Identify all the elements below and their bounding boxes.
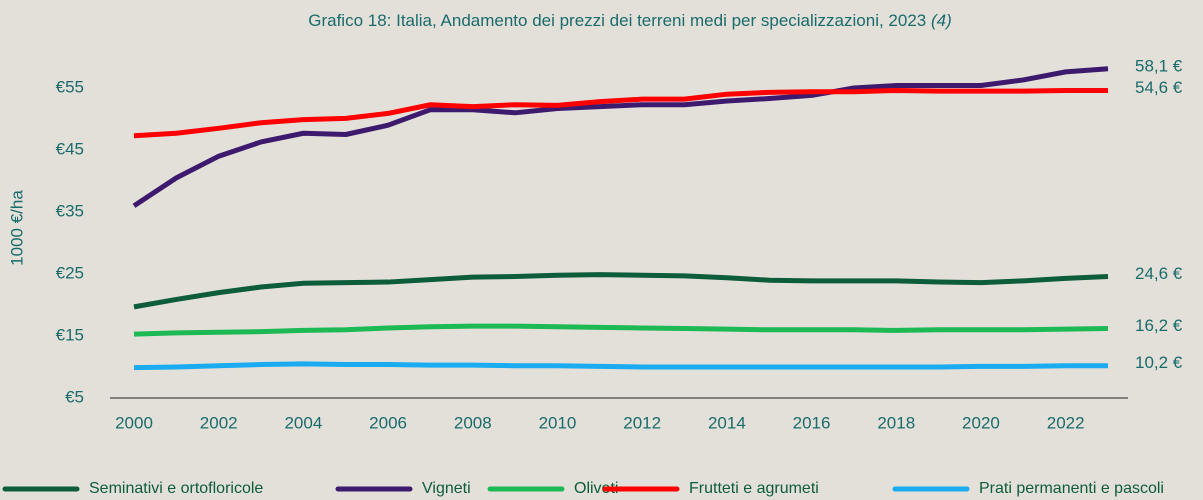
y-tick-label: €15 — [56, 325, 84, 344]
y-tick-label: €25 — [56, 263, 84, 282]
x-tick-label: 2006 — [369, 413, 407, 432]
legend-text: Frutteti e agrumeti — [689, 480, 819, 497]
series-line — [133, 272, 1109, 310]
end-label: 58,1 € — [1135, 56, 1183, 75]
end-label: 24,6 € — [1135, 264, 1183, 283]
x-tick-label: 2016 — [793, 413, 831, 432]
x-tick-label: 2004 — [284, 413, 322, 432]
end-label: 54,6 € — [1135, 78, 1183, 97]
title-main: Grafico 18: Italia, Andamento dei prezzi… — [308, 11, 926, 30]
x-tick-label: 2012 — [623, 413, 661, 432]
series-line — [133, 361, 1108, 371]
end-label: 10,2 € — [1135, 353, 1183, 372]
x-tick-label: 2022 — [1047, 413, 1085, 432]
y-tick-label: €55 — [56, 77, 84, 96]
legend-text: Vigneti — [422, 480, 471, 497]
series-line — [133, 323, 1109, 337]
series-line — [133, 87, 1108, 139]
end-label: 16,2 € — [1135, 316, 1183, 335]
chart-title: Grafico 18: Italia, Andamento dei prezzi… — [308, 11, 952, 30]
y-axis-title: 1000 €/ha — [7, 190, 26, 266]
x-tick-label: 2010 — [539, 413, 577, 432]
series-line — [132, 66, 1109, 208]
legend-text: Prati permanenti e pascoli — [979, 480, 1164, 497]
x-tick-label: 2008 — [454, 413, 492, 432]
x-tick-label: 2018 — [877, 413, 915, 432]
x-tick-label: 2000 — [115, 413, 153, 432]
y-tick-label: €5 — [65, 387, 84, 406]
title-note: (4) — [931, 11, 952, 30]
x-tick-label: 2020 — [962, 413, 1000, 432]
y-tick-label: €35 — [56, 201, 84, 220]
legend-text: Oliveti — [574, 480, 618, 497]
x-tick-label: 2002 — [200, 413, 238, 432]
x-tick-label: 2014 — [708, 413, 746, 432]
y-tick-label: €45 — [56, 139, 84, 158]
legend-text: Seminativi e ortofloricole — [89, 480, 263, 497]
